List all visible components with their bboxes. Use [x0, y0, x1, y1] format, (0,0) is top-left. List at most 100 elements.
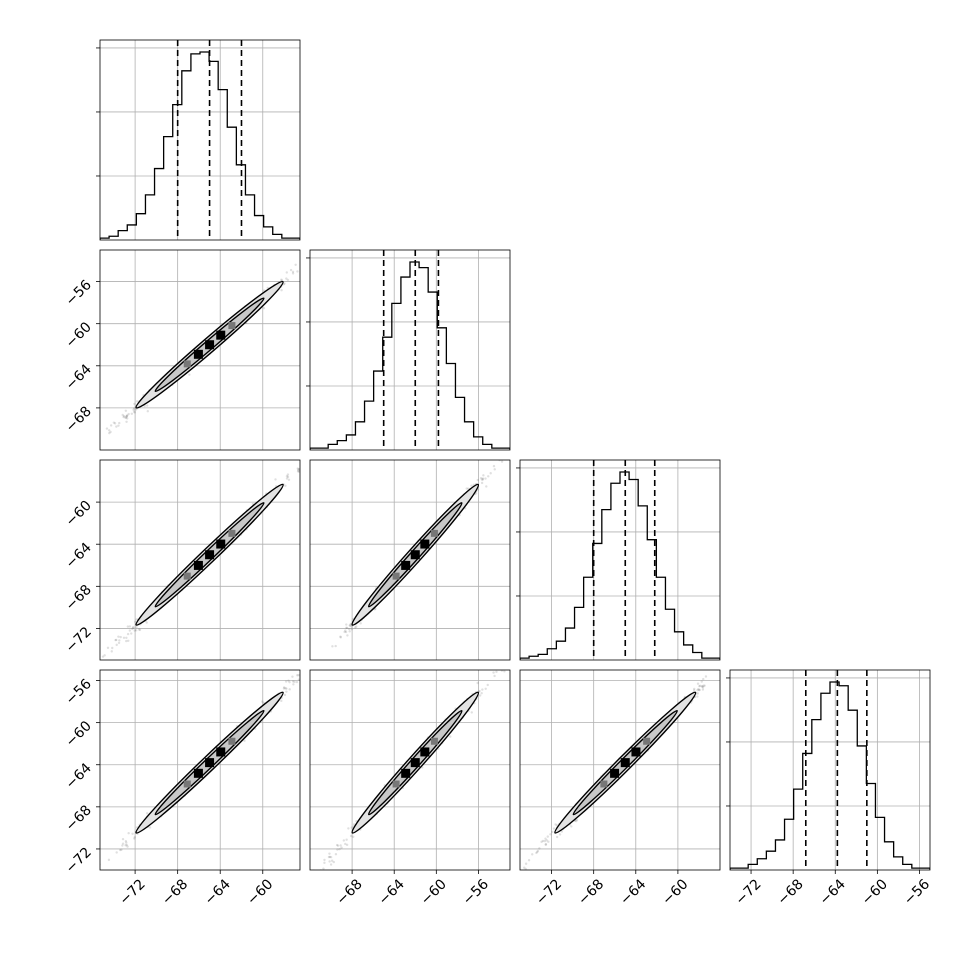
sample-point: [503, 453, 505, 455]
sample-point: [704, 675, 708, 678]
sample-point: [282, 687, 286, 690]
density-cell: [420, 539, 430, 549]
sample-point: [343, 630, 346, 634]
sample-point: [125, 841, 128, 844]
sample-point: [300, 467, 302, 469]
sample-point: [135, 400, 139, 403]
sample-point: [544, 837, 547, 840]
density-cell: [228, 322, 236, 330]
sample-point: [107, 858, 111, 862]
sample-point: [127, 831, 130, 835]
sample-point: [350, 826, 353, 829]
x-tick-label: −68: [334, 876, 366, 908]
sample-point: [282, 686, 286, 689]
sample-point: [284, 484, 287, 488]
sample-point: [146, 410, 149, 413]
sample-point: [132, 407, 136, 410]
sample-point: [352, 835, 355, 839]
sample-point: [131, 626, 135, 629]
sample-point: [117, 641, 121, 645]
sample-point: [293, 680, 296, 684]
sample-point: [133, 629, 136, 632]
sample-point: [300, 892, 302, 894]
sample-point: [336, 430, 338, 432]
sample-point: [285, 474, 289, 478]
sample-point: [128, 625, 132, 628]
sample-point: [313, 673, 315, 675]
sample-point: [493, 674, 496, 678]
sample-point: [480, 692, 483, 695]
sample-point: [354, 625, 358, 628]
sample-point: [125, 636, 128, 640]
sample-point: [350, 628, 354, 631]
y-tick-label: −72: [63, 624, 95, 656]
scatter-panel: [85, 666, 314, 885]
density-cell: [410, 758, 420, 768]
sample-point: [698, 688, 701, 692]
sample-point: [503, 664, 505, 666]
sample-point: [286, 475, 290, 479]
scatter-samples: [313, 445, 514, 675]
sample-point: [342, 839, 346, 842]
histogram-step: [520, 471, 720, 660]
histogram-panel: [516, 459, 721, 661]
sample-point: [261, 700, 264, 703]
sample-point: [546, 835, 550, 838]
sample-point: [701, 685, 704, 688]
sample-point: [132, 626, 135, 629]
sample-point: [512, 445, 514, 447]
sample-point: [737, 647, 739, 649]
sample-point: [328, 860, 331, 863]
sample-point: [330, 859, 334, 862]
sample-point: [527, 858, 531, 862]
sample-point: [118, 421, 121, 425]
sample-point: [344, 630, 348, 634]
sample-point: [286, 473, 290, 476]
density-cell: [193, 768, 203, 778]
sample-point: [558, 833, 562, 836]
sample-point: [346, 634, 349, 637]
sample-point: [693, 687, 696, 691]
sample-point: [500, 670, 504, 672]
sample-point: [297, 673, 300, 677]
sample-point: [538, 847, 541, 850]
sample-point: [323, 861, 326, 865]
y-tick-label: −56: [63, 277, 95, 309]
sample-point: [336, 844, 340, 847]
sample-point: [487, 475, 490, 478]
sample-point: [285, 687, 288, 690]
sample-point: [280, 699, 283, 703]
sample-point: [85, 878, 87, 880]
sample-point: [125, 417, 129, 420]
sample-point: [749, 636, 751, 638]
sample-point: [700, 684, 704, 688]
sample-point: [122, 636, 126, 639]
sample-point: [301, 264, 303, 266]
sample-point: [122, 414, 126, 418]
sample-point: [88, 883, 90, 885]
sample-point: [291, 680, 295, 683]
density-cell: [430, 737, 438, 745]
panel-frame: [99, 39, 301, 241]
sample-point: [125, 415, 128, 418]
sample-point: [479, 476, 483, 480]
sample-point: [143, 404, 146, 408]
sample-point: [312, 666, 314, 668]
sample-point: [536, 850, 539, 854]
sample-point: [121, 837, 125, 841]
sample-point: [297, 469, 300, 472]
sample-point: [304, 668, 306, 670]
scatter-panel: [519, 636, 751, 871]
sample-point: [119, 848, 122, 852]
sample-point: [296, 470, 300, 473]
sample-point: [481, 477, 485, 480]
sample-point: [480, 481, 484, 485]
sample-point: [287, 478, 291, 481]
sample-point: [188, 373, 191, 376]
sample-point: [125, 843, 128, 847]
sample-point: [478, 689, 481, 693]
sample-point: [322, 867, 325, 870]
density-cell: [620, 758, 630, 768]
sample-point: [133, 402, 136, 406]
sample-point: [320, 252, 322, 254]
